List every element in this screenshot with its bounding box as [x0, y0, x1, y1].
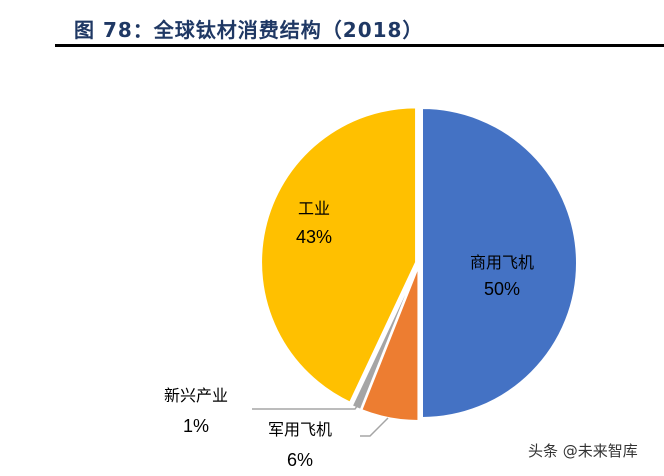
- slice-label-military: 军用飞机 6%: [268, 420, 333, 470]
- title-divider: [55, 44, 664, 47]
- slice-label-new-industry: 新兴产业 1%: [164, 386, 229, 436]
- pie-slice-0: [421, 106, 578, 420]
- pie-slice-3: [260, 106, 418, 404]
- chart-title: 图 78：全球钛材消费结构（2018）: [74, 18, 424, 42]
- slice-label-industry: 工业 43%: [296, 199, 333, 247]
- watermark: 头条 @未来智库: [528, 442, 638, 460]
- slice-label-commercial: 商用飞机 50%: [470, 253, 535, 299]
- leader-line-new-industry: [252, 401, 361, 410]
- leader-line-military: [360, 417, 389, 437]
- pie-slice-1: [360, 265, 420, 422]
